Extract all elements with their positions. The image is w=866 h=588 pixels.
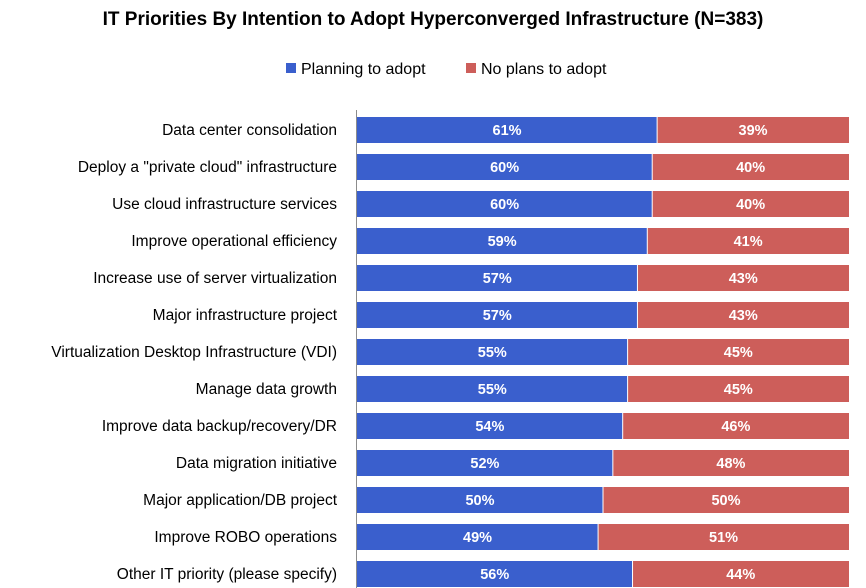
data-label-planning-3: 59%	[488, 234, 517, 250]
legend: Planning to adopt No plans to adopt	[286, 61, 607, 78]
bar-planning-6	[357, 339, 628, 365]
category-label-1: Deploy a "private cloud" infrastructure	[78, 159, 337, 176]
category-label-3: Improve operational efficiency	[131, 233, 337, 250]
data-label-no-plans-10: 50%	[711, 493, 740, 509]
bar-planning-4	[357, 265, 638, 291]
bar-planning-7	[357, 376, 628, 402]
bar-no-plans-9	[612, 450, 849, 476]
category-label-9: Data migration initiative	[176, 455, 337, 472]
bar-no-plans-7	[627, 376, 849, 402]
bar-planning-12	[357, 561, 633, 587]
category-label-11: Improve ROBO operations	[154, 529, 337, 546]
category-label-6: Virtualization Desktop Infrastructure (V…	[51, 344, 337, 361]
bar-no-plans-0	[657, 117, 849, 143]
category-label-2: Use cloud infrastructure services	[112, 196, 337, 213]
bar-no-plans-4	[637, 265, 849, 291]
category-label-10: Major application/DB project	[143, 492, 338, 509]
data-label-planning-8: 54%	[475, 419, 504, 435]
data-label-planning-6: 55%	[478, 345, 507, 361]
bar-planning-8	[357, 413, 623, 439]
data-label-no-plans-5: 43%	[729, 308, 758, 324]
category-label-0: Data center consolidation	[162, 122, 337, 139]
category-label-12: Other IT priority (please specify)	[117, 566, 337, 583]
data-label-no-plans-6: 45%	[724, 345, 753, 361]
category-labels: Data center consolidation Deploy a "priva…	[51, 122, 337, 583]
category-label-5: Major infrastructure project	[153, 307, 338, 324]
bar-planning-9	[357, 450, 613, 476]
data-label-no-plans-4: 43%	[729, 271, 758, 287]
data-label-planning-10: 50%	[465, 493, 494, 509]
bar-planning-10	[357, 487, 603, 513]
data-label-planning-0: 61%	[493, 123, 522, 139]
bar-planning-2	[357, 191, 653, 217]
category-label-8: Improve data backup/recovery/DR	[102, 418, 337, 435]
data-label-no-plans-3: 41%	[734, 234, 763, 250]
bar-planning-5	[357, 302, 638, 328]
legend-no-plans-label: No plans to adopt	[481, 61, 607, 78]
bar-planning-0	[357, 117, 658, 143]
bar-no-plans-12	[632, 561, 849, 587]
legend-planning-swatch	[286, 63, 296, 73]
bar-no-plans-6	[627, 339, 849, 365]
bar-planning-3	[357, 228, 648, 254]
category-label-7: Manage data growth	[196, 381, 337, 398]
bar-no-plans-2	[652, 191, 849, 217]
bars: 61% 39% 60% 40% 60% 40% 59% 41% 57% 43% 57% 43% 55% 4…	[357, 117, 849, 587]
category-label-4: Increase use of server virtualization	[93, 270, 337, 287]
data-label-no-plans-7: 45%	[724, 382, 753, 398]
data-label-no-plans-11: 51%	[709, 530, 738, 546]
data-label-planning-12: 56%	[480, 567, 509, 583]
data-label-planning-1: 60%	[490, 160, 519, 176]
legend-planning-label: Planning to adopt	[301, 61, 426, 78]
bar-no-plans-5	[637, 302, 849, 328]
bar-no-plans-8	[622, 413, 849, 439]
data-label-no-plans-2: 40%	[736, 197, 765, 213]
chart-title: IT Priorities By Intention to Adopt Hype…	[103, 9, 764, 30]
data-label-no-plans-9: 48%	[716, 456, 745, 472]
data-label-no-plans-12: 44%	[726, 567, 755, 583]
bar-no-plans-10	[603, 487, 849, 513]
data-label-planning-7: 55%	[478, 382, 507, 398]
data-label-planning-2: 60%	[490, 197, 519, 213]
bar-no-plans-1	[652, 154, 849, 180]
data-label-planning-4: 57%	[483, 271, 512, 287]
data-label-no-plans-0: 39%	[739, 123, 768, 139]
data-label-planning-9: 52%	[470, 456, 499, 472]
legend-no-plans-swatch	[466, 63, 476, 73]
data-label-planning-5: 57%	[483, 308, 512, 324]
data-label-no-plans-8: 46%	[721, 419, 750, 435]
bar-no-plans-3	[647, 228, 849, 254]
bar-no-plans-11	[598, 524, 849, 550]
data-label-planning-11: 49%	[463, 530, 492, 546]
bar-planning-1	[357, 154, 653, 180]
bar-planning-11	[357, 524, 599, 550]
data-label-no-plans-1: 40%	[736, 160, 765, 176]
